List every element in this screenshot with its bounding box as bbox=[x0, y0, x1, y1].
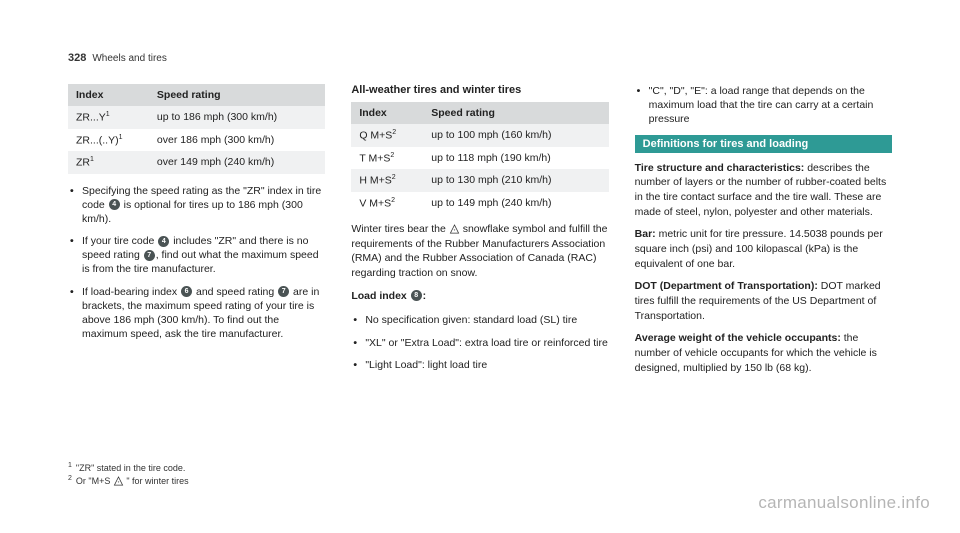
ref-circle-icon: 8 bbox=[411, 290, 422, 301]
ref-circle-icon: 4 bbox=[158, 236, 169, 247]
all-weather-heading: All-weather tires and winter tires bbox=[351, 84, 608, 96]
definitions-block: Tire structure and characteristics: desc… bbox=[635, 161, 892, 376]
th-rating: Speed rating bbox=[423, 102, 608, 124]
list-item: Specifying the speed rating as the "ZR" … bbox=[68, 184, 325, 227]
column-2: All-weather tires and winter tires Index… bbox=[351, 84, 608, 383]
load-index-list: No specification given: standard load (S… bbox=[351, 313, 608, 372]
table-row: ZR1 over 149 mph (240 km/h) bbox=[68, 151, 325, 174]
footnotes: 1"ZR" stated in the tire code. 2Or "M+S … bbox=[68, 462, 189, 489]
th-index: Index bbox=[351, 102, 423, 124]
load-range-list: "C", "D", "E": a load range that depends… bbox=[635, 84, 892, 127]
def-avg-weight: Average weight of the vehicle occupants:… bbox=[635, 331, 892, 375]
load-index-heading: Load index 8: bbox=[351, 289, 608, 304]
table-row: ZR...(..Y)1 over 186 mph (300 km/h) bbox=[68, 129, 325, 152]
table-row: ZR...Y1 up to 186 mph (300 km/h) bbox=[68, 106, 325, 129]
svg-text:*: * bbox=[117, 480, 119, 485]
table-row: H M+S2 up to 130 mph (210 km/h) bbox=[351, 169, 608, 192]
section-title: Wheels and tires bbox=[92, 53, 166, 64]
page-number: 328 bbox=[68, 52, 86, 64]
winter-tires-para: Winter tires bear the * snowflake symbol… bbox=[351, 222, 608, 281]
footnote-1: 1"ZR" stated in the tire code. bbox=[68, 462, 189, 473]
definitions-section-bar: Definitions for tires and loading bbox=[635, 135, 892, 153]
footnote-2: 2Or "M+S * " for winter tires bbox=[68, 475, 189, 487]
ref-circle-icon: 7 bbox=[278, 286, 289, 297]
svg-text:*: * bbox=[453, 228, 455, 233]
snowflake-icon: * bbox=[449, 224, 460, 235]
table-row: Q M+S2 up to 100 mph (160 km/h) bbox=[351, 124, 608, 147]
column-3: "C", "D", "E": a load range that depends… bbox=[635, 84, 892, 383]
list-item: "C", "D", "E": a load range that depends… bbox=[635, 84, 892, 127]
def-tire-structure: Tire structure and characteristics: desc… bbox=[635, 161, 892, 220]
ref-circle-icon: 6 bbox=[181, 286, 192, 297]
table-row: V M+S2 up to 149 mph (240 km/h) bbox=[351, 192, 608, 215]
list-item: No specification given: standard load (S… bbox=[351, 313, 608, 327]
th-index: Index bbox=[68, 84, 149, 106]
column-1: Index Speed rating ZR...Y1 up to 186 mph… bbox=[68, 84, 325, 383]
zr-notes-list: Specifying the speed rating as the "ZR" … bbox=[68, 184, 325, 342]
def-dot: DOT (Department of Transportation): DOT … bbox=[635, 279, 892, 323]
ref-circle-icon: 4 bbox=[109, 199, 120, 210]
table-row: T M+S2 up to 118 mph (190 km/h) bbox=[351, 147, 608, 170]
th-rating: Speed rating bbox=[149, 84, 325, 106]
list-item: If load-bearing index 6 and speed rating… bbox=[68, 285, 325, 342]
watermark: carmanualsonline.info bbox=[758, 493, 930, 513]
def-bar: Bar: metric unit for tire pressure. 14.5… bbox=[635, 227, 892, 271]
list-item: If your tire code 4 includes "ZR" and th… bbox=[68, 234, 325, 277]
page-header: 328 Wheels and tires bbox=[68, 52, 167, 64]
ref-circle-icon: 7 bbox=[144, 250, 155, 261]
content-columns: Index Speed rating ZR...Y1 up to 186 mph… bbox=[68, 84, 892, 383]
list-item: "Light Load": light load tire bbox=[351, 358, 608, 372]
speed-rating-table-zr: Index Speed rating ZR...Y1 up to 186 mph… bbox=[68, 84, 325, 174]
list-item: "XL" or "Extra Load": extra load tire or… bbox=[351, 336, 608, 350]
speed-rating-table-ms: Index Speed rating Q M+S2 up to 100 mph … bbox=[351, 102, 608, 214]
snowflake-icon: * bbox=[113, 476, 124, 487]
